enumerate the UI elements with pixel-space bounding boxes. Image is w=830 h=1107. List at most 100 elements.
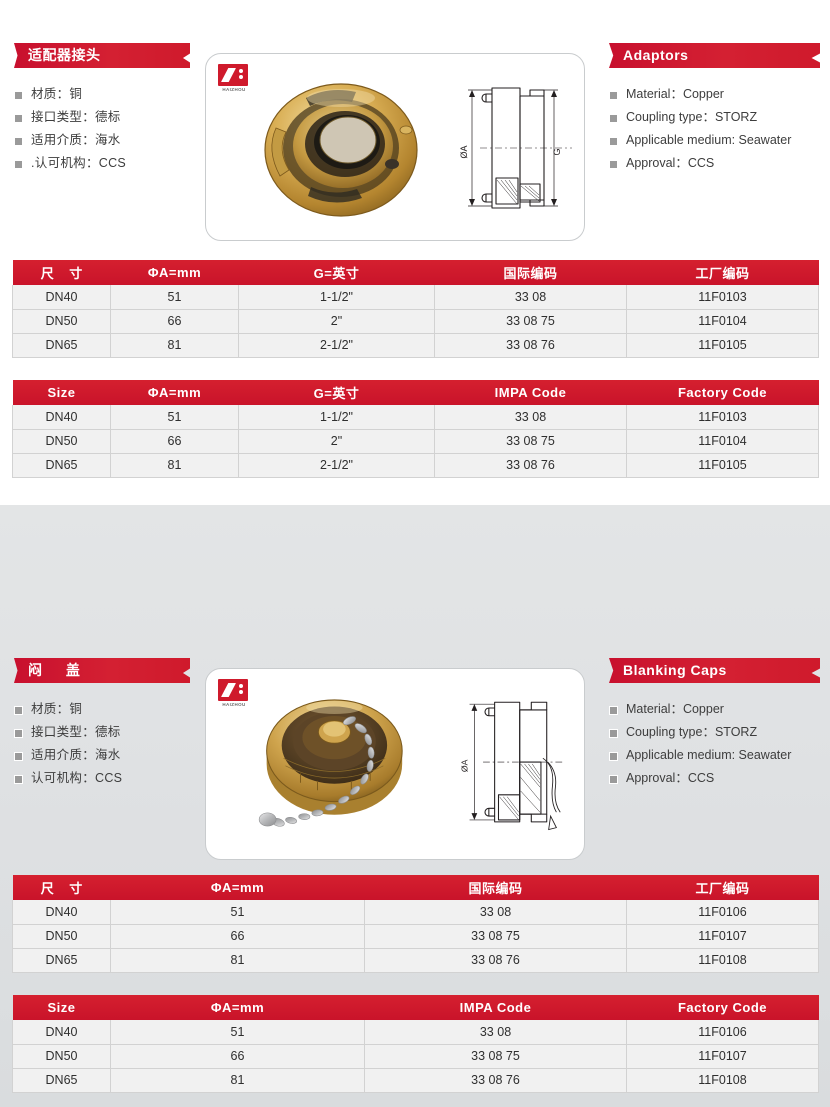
table-row: DN50 66 2" 33 08 75 11F0104 <box>12 429 819 454</box>
cell-diameter: 81 <box>110 1068 365 1093</box>
cell-thread: 2" <box>238 429 435 454</box>
brand-logo: HAIZHOU <box>218 64 250 94</box>
cell-factory-code: 11F0103 <box>626 405 819 430</box>
cell-thread: 2" <box>238 309 435 334</box>
column-header: 国际编码 <box>364 875 627 900</box>
spec-item: Material：Copper <box>609 87 824 101</box>
spec-item: 认可机构：CCS <box>14 771 214 785</box>
cell-size: DN50 <box>12 309 111 334</box>
cell-diameter: 81 <box>110 453 239 478</box>
cell-factory-code: 11F0103 <box>626 285 819 310</box>
spec-item: 接口类型：德标 <box>14 110 214 124</box>
cell-impa-code: 33 08 75 <box>364 924 627 949</box>
spec-text: Material：Copper <box>626 702 724 716</box>
spec-item: Approval：CCS <box>609 771 824 785</box>
column-header: ΦA=mm <box>110 380 239 405</box>
spec-text: 适用介质：海水 <box>31 133 121 147</box>
table-header-row: 尺 寸 ΦA=mm G=英寸 国际编码 工厂编码 <box>12 260 819 285</box>
table-row: DN65 81 2-1/2" 33 08 76 11F0105 <box>12 453 819 478</box>
spec-table-adaptors-cn: 尺 寸 ΦA=mm G=英寸 国际编码 工厂编码 DN40 51 1-1/2" … <box>12 260 819 358</box>
spec-item: Coupling type：STORZ <box>609 110 824 124</box>
spec-text: Applicable medium: Seawater <box>626 748 792 762</box>
column-header: IMPA Code <box>364 995 627 1020</box>
bullet-square-icon <box>609 91 618 100</box>
cell-factory-code: 11F0104 <box>626 309 819 334</box>
cell-factory-code: 11F0104 <box>626 429 819 454</box>
cell-diameter: 66 <box>110 1044 365 1069</box>
spec-text: Coupling type：STORZ <box>626 110 758 124</box>
spec-text: Approval：CCS <box>626 156 715 170</box>
haizhou-logo-icon <box>218 679 248 701</box>
spec-item: Applicable medium: Seawater <box>609 133 824 147</box>
cell-size: DN40 <box>12 1020 111 1045</box>
table-row: DN65 81 33 08 76 11F0108 <box>12 1068 819 1093</box>
column-header: Factory Code <box>626 995 819 1020</box>
table-row: DN65 81 2-1/2" 33 08 76 11F0105 <box>12 333 819 358</box>
section-title-cn-text: 适配器接头 <box>28 47 101 63</box>
cell-size: DN65 <box>12 453 111 478</box>
column-header: G=英寸 <box>238 260 435 285</box>
cell-impa-code: 33 08 76 <box>364 948 627 973</box>
section-title-en-text: Adaptors <box>623 47 689 63</box>
spec-item: 接口类型：德标 <box>14 725 214 739</box>
technical-drawing-adaptor: ØA G <box>459 87 572 209</box>
spec-text: Approval：CCS <box>626 771 715 785</box>
column-header: Factory Code <box>626 380 819 405</box>
section-title-cn-adaptors: 适配器接头 <box>14 43 190 68</box>
cell-thread: 1-1/2" <box>238 285 435 310</box>
column-header: ΦA=mm <box>110 260 239 285</box>
bullet-square-icon <box>14 114 23 123</box>
section-title-en-text: Blanking Caps <box>623 662 727 678</box>
spec-text: 接口类型：德标 <box>31 110 121 124</box>
table-row: DN65 81 33 08 76 11F0108 <box>12 948 819 973</box>
product-image-card-adaptors: HAIZHOU <box>205 53 585 241</box>
column-header: Size <box>12 380 111 405</box>
table-row: DN50 66 33 08 75 11F0107 <box>12 1044 819 1069</box>
table-row: DN50 66 2" 33 08 75 11F0104 <box>12 309 819 334</box>
column-header: IMPA Code <box>434 380 627 405</box>
cell-diameter: 81 <box>110 948 365 973</box>
spec-table-blanking-caps-cn: 尺 寸 ΦA=mm 国际编码 工厂编码 DN40 51 33 08 11F010… <box>12 875 819 973</box>
table-row: DN40 51 33 08 11F0106 <box>12 1020 819 1045</box>
cell-size: DN65 <box>12 948 111 973</box>
bullet-square-icon <box>609 729 618 738</box>
cell-diameter: 66 <box>110 924 365 949</box>
cell-size: DN65 <box>12 333 111 358</box>
cell-impa-code: 33 08 75 <box>434 429 627 454</box>
cell-size: DN40 <box>12 900 111 925</box>
column-header: Size <box>12 995 111 1020</box>
spec-item: Material：Copper <box>609 702 824 716</box>
cell-factory-code: 11F0108 <box>626 948 819 973</box>
section-title-en-blanking-caps: Blanking Caps <box>609 658 820 683</box>
cell-diameter: 66 <box>110 429 239 454</box>
cell-thread: 1-1/2" <box>238 405 435 430</box>
table-row: DN40 51 33 08 11F0106 <box>12 900 819 925</box>
spec-text: 材质：铜 <box>31 87 83 101</box>
bullet-square-icon <box>14 137 23 146</box>
cell-impa-code: 33 08 76 <box>434 453 627 478</box>
spec-item: .认可机构：CCS <box>14 156 214 170</box>
cell-size: DN40 <box>12 285 111 310</box>
cell-factory-code: 11F0107 <box>626 924 819 949</box>
spec-text: Applicable medium: Seawater <box>626 133 792 147</box>
technical-drawing-blanking-cap: ØA <box>460 701 565 831</box>
spec-list-en-blanking-caps: Material：Copper Coupling type：STORZ Appl… <box>609 702 824 794</box>
table-header-row: Size ΦA=mm G=英寸 IMPA Code Factory Code <box>12 380 819 405</box>
column-header: ΦA=mm <box>110 995 365 1020</box>
cell-factory-code: 11F0106 <box>626 900 819 925</box>
brand-logo: HAIZHOU <box>218 679 250 709</box>
product-section-adaptors: 适配器接头 材质：铜 接口类型：德标 适用介质：海水 .认可机构：CCS <box>0 25 830 241</box>
table-row: DN40 51 1-1/2" 33 08 11F0103 <box>12 405 819 430</box>
product-image-card-blanking-caps: HAIZHOU <box>205 668 585 860</box>
svg-text:G: G <box>552 148 562 155</box>
spec-item: 适用介质：海水 <box>14 133 214 147</box>
cell-impa-code: 33 08 75 <box>434 309 627 334</box>
cell-impa-code: 33 08 <box>364 900 627 925</box>
cell-factory-code: 11F0107 <box>626 1044 819 1069</box>
cell-size: DN40 <box>12 405 111 430</box>
cell-diameter: 51 <box>110 900 365 925</box>
cell-diameter: 51 <box>110 285 239 310</box>
bullet-square-icon <box>609 160 618 169</box>
table-row: DN50 66 33 08 75 11F0107 <box>12 924 819 949</box>
cell-diameter: 81 <box>110 333 239 358</box>
